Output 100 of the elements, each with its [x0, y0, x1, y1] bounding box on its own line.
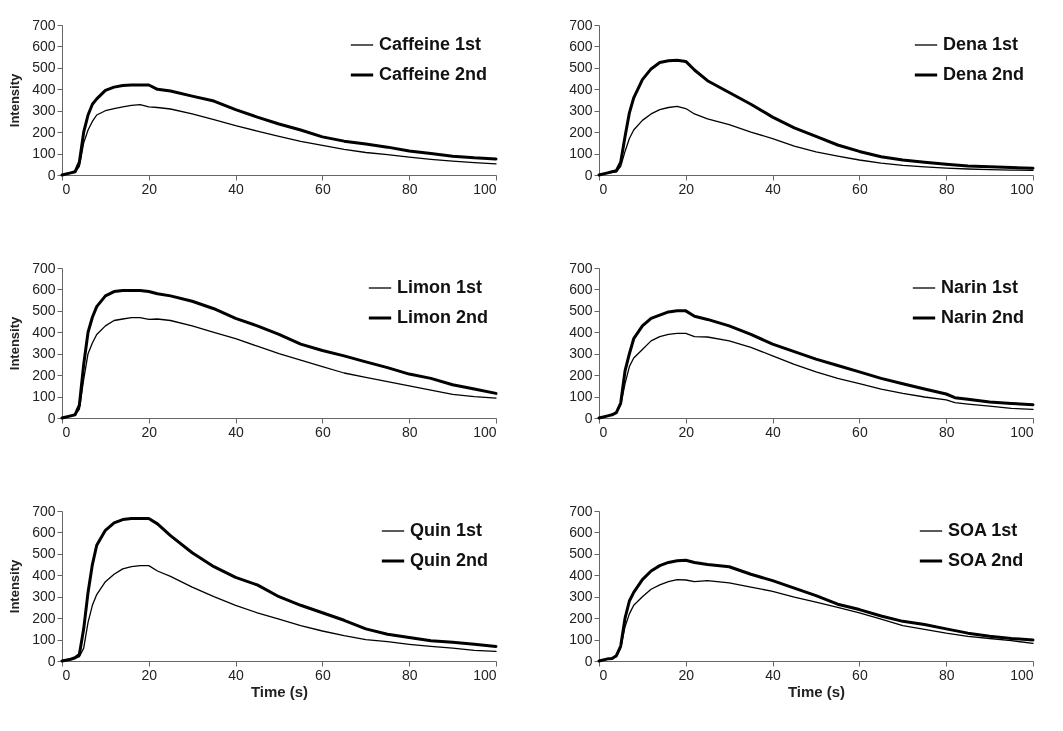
legend-label: Caffeine 2nd	[379, 64, 488, 84]
y-tick-label: 0	[584, 652, 593, 669]
y-tick-label: 200	[569, 123, 593, 140]
x-tick-label: 40	[765, 666, 782, 683]
y-tick-label: 200	[569, 609, 593, 626]
x-tick-label: 20	[678, 423, 695, 440]
y-tick-label: 300	[569, 102, 593, 119]
y-tick-label: 600	[569, 523, 593, 540]
y-tick-label: 700	[569, 16, 593, 33]
y-tick-label: 500	[569, 59, 593, 76]
legend-label: Caffeine 1st	[379, 34, 482, 54]
y-tick-label: 600	[569, 280, 593, 297]
legend-label: Quin 1st	[410, 520, 483, 540]
legend-label: Dena 2nd	[943, 64, 1025, 84]
x-tick-label: 0	[62, 423, 71, 440]
y-tick-label: 400	[569, 80, 593, 97]
y-tick-label: 700	[569, 502, 593, 519]
y-tick-label: 400	[32, 80, 56, 97]
x-tick-label: 60	[315, 180, 331, 197]
legend-label: Dena 1st	[943, 34, 1019, 54]
x-tick-label: 0	[599, 666, 608, 683]
x-tick-label: 20	[141, 180, 158, 197]
y-tick-label: 300	[32, 588, 56, 605]
y-tick-label: 500	[569, 545, 593, 562]
x-tick-label: 100	[473, 180, 497, 197]
y-tick-label: 100	[32, 631, 56, 648]
y-tick-label: 200	[569, 366, 593, 383]
y-tick-label: 0	[47, 166, 56, 183]
x-tick-label: 0	[599, 423, 608, 440]
y-tick-label: 300	[569, 588, 593, 605]
x-tick-label: 40	[228, 666, 245, 683]
x-tick-label: 60	[852, 666, 868, 683]
y-tick-label: 700	[32, 259, 56, 276]
x-tick-label: 80	[401, 423, 418, 440]
y-tick-label: 100	[32, 145, 56, 162]
y-axis-title: Intensity	[7, 73, 23, 128]
x-tick-label: 60	[315, 423, 331, 440]
y-tick-label: 400	[32, 323, 56, 340]
x-tick-label: 40	[228, 423, 245, 440]
y-tick-label: 300	[569, 345, 593, 362]
y-tick-label: 600	[32, 280, 56, 297]
x-tick-label: 100	[1010, 423, 1034, 440]
y-tick-label: 0	[584, 409, 593, 426]
y-tick-label: 700	[32, 502, 56, 519]
y-tick-label: 400	[569, 323, 593, 340]
y-tick-label: 100	[569, 145, 593, 162]
y-tick-label: 700	[32, 16, 56, 33]
x-tick-label: 80	[938, 180, 955, 197]
x-tick-label: 80	[938, 423, 955, 440]
y-tick-label: 400	[569, 566, 593, 583]
y-tick-label: 600	[569, 37, 593, 54]
x-tick-label: 40	[228, 180, 245, 197]
legend-label: SOA 2nd	[948, 550, 1024, 570]
y-tick-label: 600	[32, 37, 56, 54]
y-tick-label: 200	[32, 609, 56, 626]
y-tick-label: 0	[584, 166, 593, 183]
y-tick-label: 100	[32, 388, 56, 405]
x-tick-label: 60	[852, 423, 868, 440]
x-tick-label: 100	[473, 423, 497, 440]
y-tick-label: 500	[32, 545, 56, 562]
y-tick-label: 300	[32, 102, 56, 119]
y-tick-label: 0	[47, 409, 56, 426]
legend-label: SOA 1st	[948, 520, 1018, 540]
y-tick-label: 300	[32, 345, 56, 362]
legend-label: Narin 2nd	[941, 307, 1025, 327]
x-tick-label: 60	[315, 666, 331, 683]
y-tick-label: 500	[32, 59, 56, 76]
x-tick-label: 20	[678, 180, 695, 197]
x-tick-label: 40	[765, 180, 782, 197]
y-tick-label: 100	[569, 631, 593, 648]
x-tick-label: 20	[678, 666, 695, 683]
legend-label: Narin 1st	[941, 277, 1019, 297]
y-tick-label: 500	[32, 302, 56, 319]
legend-label: Quin 2nd	[410, 550, 488, 570]
x-tick-label: 100	[1010, 180, 1034, 197]
x-tick-label: 40	[765, 423, 782, 440]
y-tick-label: 200	[32, 123, 56, 140]
x-axis-title: Time (s)	[787, 682, 846, 700]
x-tick-label: 0	[62, 180, 71, 197]
y-tick-label: 0	[47, 652, 56, 669]
y-tick-label: 200	[32, 366, 56, 383]
legend-label: Limon 1st	[397, 277, 483, 297]
x-tick-label: 60	[852, 180, 868, 197]
x-tick-label: 20	[141, 423, 158, 440]
x-tick-label: 0	[599, 180, 608, 197]
y-tick-label: 100	[569, 388, 593, 405]
x-axis-title: Time (s)	[250, 682, 309, 700]
y-tick-label: 400	[32, 566, 56, 583]
x-tick-label: 20	[141, 666, 158, 683]
x-tick-label: 80	[401, 180, 418, 197]
y-tick-label: 600	[32, 523, 56, 540]
x-tick-label: 80	[401, 666, 418, 683]
y-tick-label: 700	[569, 259, 593, 276]
y-axis-title: Intensity	[7, 559, 23, 614]
y-tick-label: 500	[569, 302, 593, 319]
x-tick-label: 80	[938, 666, 955, 683]
x-tick-label: 100	[1010, 666, 1034, 683]
x-tick-label: 0	[62, 666, 71, 683]
y-axis-title: Intensity	[7, 316, 23, 371]
x-tick-label: 100	[473, 666, 497, 683]
